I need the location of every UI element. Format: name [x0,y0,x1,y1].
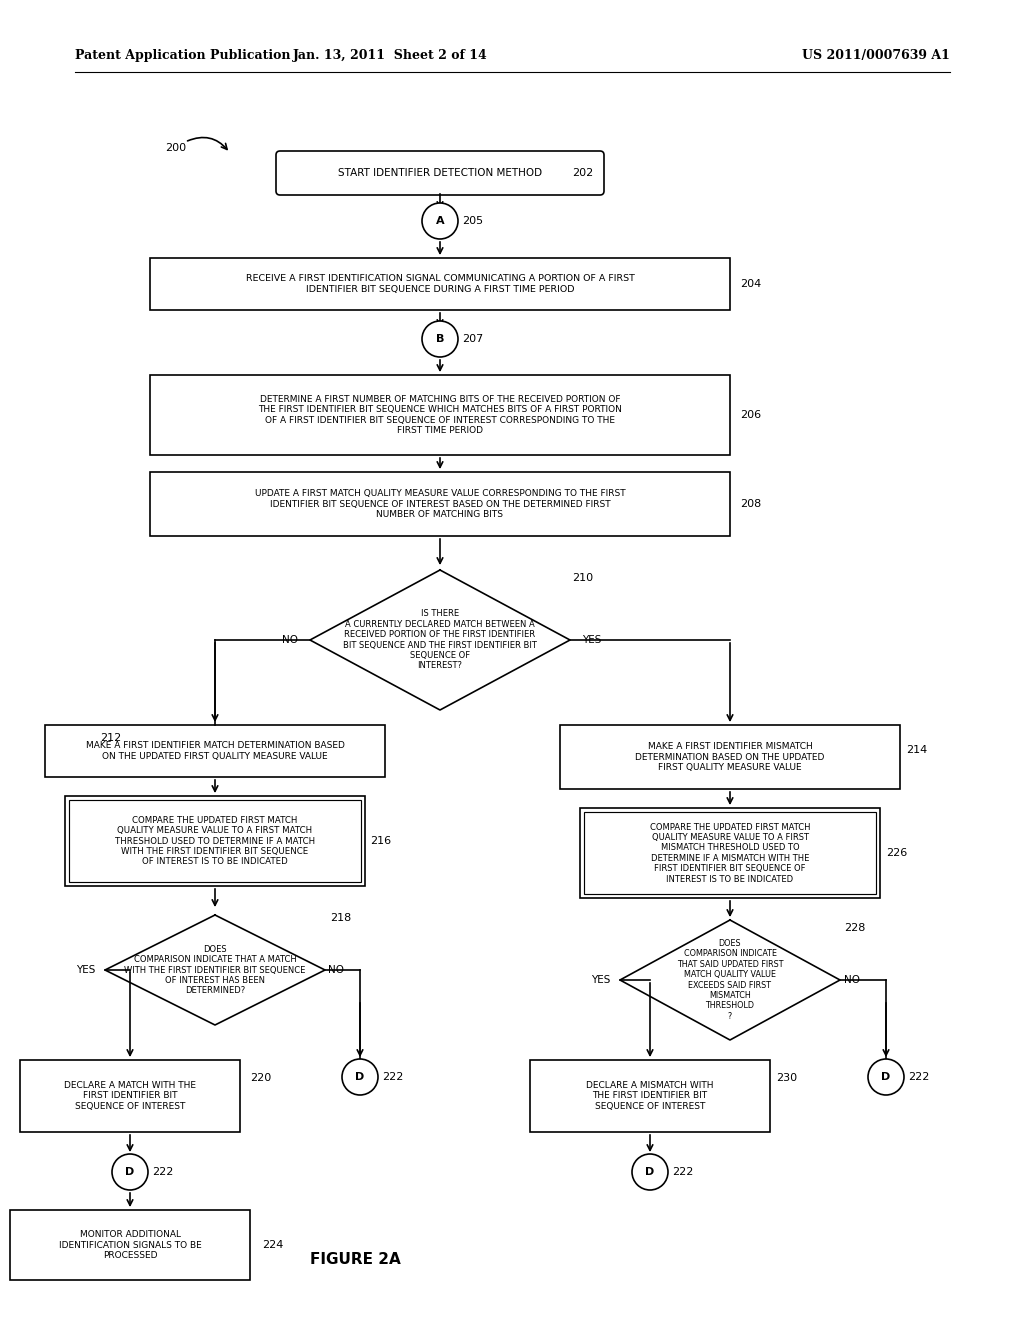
Bar [69,800,361,882]
Text: 222: 222 [672,1167,693,1177]
Text: FIGURE 2A: FIGURE 2A [310,1253,400,1267]
Text: 212: 212 [100,733,121,743]
Circle shape [112,1154,148,1191]
Text: MONITOR ADDITIONAL
IDENTIFICATION SIGNALS TO BE
PROCESSED: MONITOR ADDITIONAL IDENTIFICATION SIGNAL… [58,1230,202,1259]
Bar [584,812,876,894]
Text: MAKE A FIRST IDENTIFIER MISMATCH
DETERMINATION BASED ON THE UPDATED
FIRST QUALIT: MAKE A FIRST IDENTIFIER MISMATCH DETERMI… [635,742,824,772]
Text: D: D [645,1167,654,1177]
Text: 226: 226 [886,847,907,858]
Bar [150,257,730,310]
Text: 218: 218 [330,913,351,923]
Text: 228: 228 [844,923,865,933]
Circle shape [342,1059,378,1096]
Text: 200: 200 [165,143,186,153]
Text: MAKE A FIRST IDENTIFIER MATCH DETERMINATION BASED
ON THE UPDATED FIRST QUALITY M: MAKE A FIRST IDENTIFIER MATCH DETERMINAT… [86,742,344,760]
Polygon shape [620,920,840,1040]
Text: NO: NO [282,635,298,645]
Bar [560,725,900,789]
Text: 224: 224 [262,1239,284,1250]
Text: COMPARE THE UPDATED FIRST MATCH
QUALITY MEASURE VALUE TO A FIRST
MISMATCH THRESH: COMPARE THE UPDATED FIRST MATCH QUALITY … [650,822,810,883]
Text: 208: 208 [740,499,761,510]
Text: NO: NO [328,965,344,975]
Circle shape [868,1059,904,1096]
Text: B: B [436,334,444,345]
Text: DETERMINE A FIRST NUMBER OF MATCHING BITS OF THE RECEIVED PORTION OF
THE FIRST I: DETERMINE A FIRST NUMBER OF MATCHING BIT… [258,395,622,436]
Text: DECLARE A MISMATCH WITH
THE FIRST IDENTIFIER BIT
SEQUENCE OF INTEREST: DECLARE A MISMATCH WITH THE FIRST IDENTI… [587,1081,714,1111]
Text: D: D [125,1167,134,1177]
Circle shape [422,203,458,239]
Text: 207: 207 [462,334,483,345]
Text: 205: 205 [462,216,483,226]
Text: DOES
COMPARISON INDICATE
THAT SAID UPDATED FIRST
MATCH QUALITY VALUE
EXCEEDS SAI: DOES COMPARISON INDICATE THAT SAID UPDAT… [677,939,783,1020]
Text: NO: NO [844,975,860,985]
FancyBboxPatch shape [276,150,604,195]
Text: 206: 206 [740,411,761,420]
Text: 216: 216 [370,836,391,846]
Text: 214: 214 [906,744,928,755]
Polygon shape [105,915,325,1026]
Text: 222: 222 [382,1072,403,1082]
Text: A: A [435,216,444,226]
Text: Jan. 13, 2011  Sheet 2 of 14: Jan. 13, 2011 Sheet 2 of 14 [293,49,487,62]
Bar [45,725,385,777]
Text: 204: 204 [740,279,761,289]
Text: UPDATE A FIRST MATCH QUALITY MEASURE VALUE CORRESPONDING TO THE FIRST
IDENTIFIER: UPDATE A FIRST MATCH QUALITY MEASURE VAL… [255,490,626,519]
Bar [150,473,730,536]
Text: YES: YES [76,965,95,975]
Text: RECEIVE A FIRST IDENTIFICATION SIGNAL COMMUNICATING A PORTION OF A FIRST
IDENTIF: RECEIVE A FIRST IDENTIFICATION SIGNAL CO… [246,275,635,294]
Bar [20,1060,240,1133]
Text: Patent Application Publication: Patent Application Publication [75,49,291,62]
Text: D: D [355,1072,365,1082]
Bar [65,796,365,886]
Circle shape [632,1154,668,1191]
Text: 210: 210 [572,573,593,583]
Text: D: D [882,1072,891,1082]
Text: 202: 202 [572,168,593,178]
Text: US 2011/0007639 A1: US 2011/0007639 A1 [802,49,950,62]
Text: 230: 230 [776,1073,797,1082]
Polygon shape [310,570,570,710]
Bar [580,808,880,898]
Bar [150,375,730,455]
Text: YES: YES [582,635,601,645]
Text: DECLARE A MATCH WITH THE
FIRST IDENTIFIER BIT
SEQUENCE OF INTEREST: DECLARE A MATCH WITH THE FIRST IDENTIFIE… [63,1081,196,1111]
Text: 222: 222 [908,1072,930,1082]
Text: YES: YES [591,975,610,985]
Bar [10,1210,250,1280]
Text: START IDENTIFIER DETECTION METHOD: START IDENTIFIER DETECTION METHOD [338,168,542,178]
Text: DOES
COMPARISON INDICATE THAT A MATCH
WITH THE FIRST IDENTIFIER BIT SEQUENCE
OF : DOES COMPARISON INDICATE THAT A MATCH WI… [124,945,306,995]
Bar [530,1060,770,1133]
Text: 220: 220 [250,1073,271,1082]
Text: COMPARE THE UPDATED FIRST MATCH
QUALITY MEASURE VALUE TO A FIRST MATCH
THRESHOLD: COMPARE THE UPDATED FIRST MATCH QUALITY … [115,816,315,866]
Text: 222: 222 [152,1167,173,1177]
Circle shape [422,321,458,356]
Text: IS THERE
A CURRENTLY DECLARED MATCH BETWEEN A
RECEIVED PORTION OF THE FIRST IDEN: IS THERE A CURRENTLY DECLARED MATCH BETW… [343,610,537,671]
